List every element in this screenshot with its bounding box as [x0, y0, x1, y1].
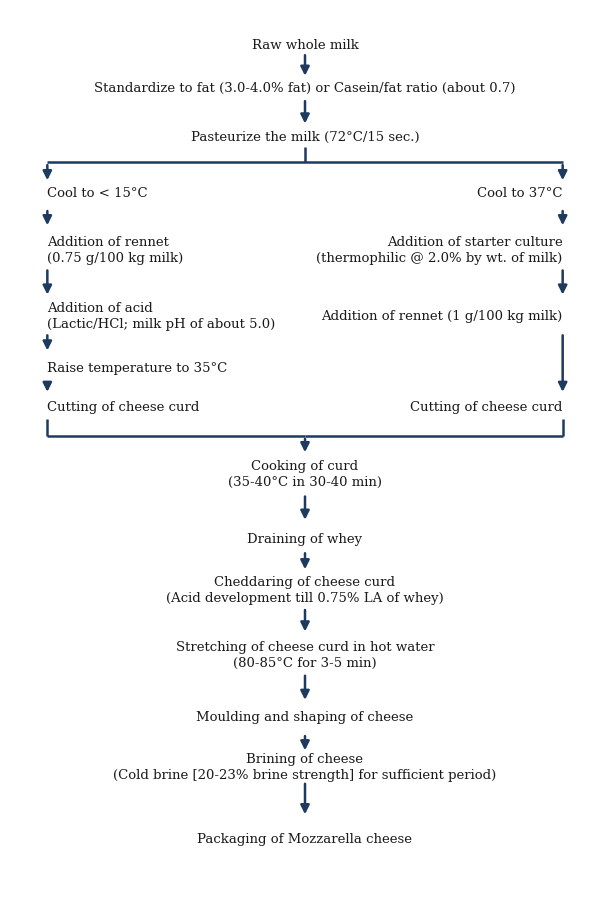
- Text: Cooking of curd
(35-40°C in 30-40 min): Cooking of curd (35-40°C in 30-40 min): [228, 460, 382, 489]
- Text: Packaging of Mozzarella cheese: Packaging of Mozzarella cheese: [198, 833, 412, 846]
- Text: Cool to < 15°C: Cool to < 15°C: [48, 187, 148, 200]
- Text: Cutting of cheese curd: Cutting of cheese curd: [411, 401, 562, 414]
- Text: Cutting of cheese curd: Cutting of cheese curd: [48, 401, 199, 414]
- Text: Brining of cheese
(Cold brine [20-23% brine strength] for sufficient period): Brining of cheese (Cold brine [20-23% br…: [113, 753, 497, 782]
- Text: Addition of rennet (1 g/100 kg milk): Addition of rennet (1 g/100 kg milk): [321, 310, 562, 323]
- Text: Addition of starter culture
(thermophilic @ 2.0% by wt. of milk): Addition of starter culture (thermophili…: [317, 236, 562, 265]
- Text: Cheddaring of cheese curd
(Acid development till 0.75% LA of whey): Cheddaring of cheese curd (Acid developm…: [166, 575, 444, 605]
- Text: Draining of whey: Draining of whey: [248, 533, 362, 546]
- Text: Cool to 37°C: Cool to 37°C: [477, 187, 562, 200]
- Text: Raw whole milk: Raw whole milk: [251, 39, 359, 51]
- Text: Pasteurize the milk (72°C/15 sec.): Pasteurize the milk (72°C/15 sec.): [191, 130, 419, 143]
- Text: Addition of acid
(Lactic/HCl; milk pH of about 5.0): Addition of acid (Lactic/HCl; milk pH of…: [48, 301, 276, 331]
- Text: Raise temperature to 35°C: Raise temperature to 35°C: [48, 362, 228, 375]
- Text: Moulding and shaping of cheese: Moulding and shaping of cheese: [196, 711, 414, 724]
- Text: Addition of rennet
(0.75 g/100 kg milk): Addition of rennet (0.75 g/100 kg milk): [48, 236, 184, 265]
- Text: Stretching of cheese curd in hot water
(80-85°C for 3-5 min): Stretching of cheese curd in hot water (…: [176, 641, 434, 670]
- Text: Standardize to fat (3.0-4.0% fat) or Casein/fat ratio (about 0.7): Standardize to fat (3.0-4.0% fat) or Cas…: [95, 82, 515, 95]
